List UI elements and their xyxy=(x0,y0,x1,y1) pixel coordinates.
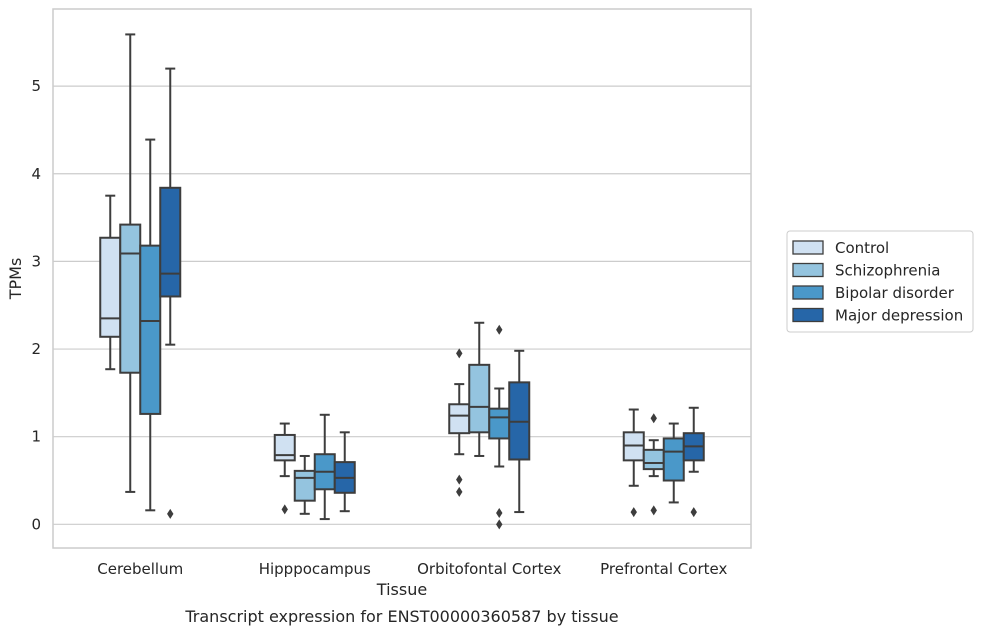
box-control xyxy=(99,194,122,371)
box-iqr xyxy=(159,186,182,298)
legend-label: Major depression xyxy=(835,307,963,325)
legend-frame xyxy=(786,230,974,333)
boxes xyxy=(99,33,705,530)
box-iqr xyxy=(662,437,685,482)
box-bipolar-disorder xyxy=(662,422,685,504)
plot-frame xyxy=(52,8,752,549)
chart-caption: Transcript expression for ENST0000036058… xyxy=(184,607,618,626)
outlier-point xyxy=(456,474,463,485)
x-tick-label: Prefrontal Cortex xyxy=(600,560,727,578)
outlier-point xyxy=(167,508,174,519)
box-schizophrenia xyxy=(642,413,665,516)
x-tick-label: Hipppocampus xyxy=(259,560,371,578)
outlier-point xyxy=(496,324,503,335)
box-iqr xyxy=(448,403,471,435)
box-schizophrenia xyxy=(468,321,491,457)
legend-swatch xyxy=(792,240,824,255)
outlier-point xyxy=(456,486,463,497)
y-tick-label: 2 xyxy=(31,340,41,358)
y-tick-label: 4 xyxy=(31,165,41,183)
box-major-depression xyxy=(508,349,531,514)
y-axis-label: TPMs xyxy=(6,258,25,301)
outlier-point xyxy=(650,413,657,424)
box-major-depression xyxy=(682,406,705,518)
box-iqr xyxy=(273,433,296,462)
box-major-depression xyxy=(159,67,182,519)
y-tick-labels: 0 1 2 3 4 5 xyxy=(31,77,41,533)
box-bipolar-disorder xyxy=(139,138,162,512)
box-control xyxy=(448,348,471,497)
box-iqr xyxy=(139,244,162,415)
outlier-point xyxy=(496,519,503,530)
box-major-depression xyxy=(333,431,356,513)
y-tick-label: 0 xyxy=(31,515,41,533)
y-tick-label: 3 xyxy=(31,252,41,270)
outlier-point xyxy=(650,505,657,516)
legend: Control Schizophrenia Bipolar disorder Majo… xyxy=(786,230,974,333)
outlier-point xyxy=(496,507,503,518)
legend-swatch xyxy=(792,285,824,300)
box-control xyxy=(273,422,296,515)
legend-label: Bipolar disorder xyxy=(835,284,955,302)
y-tick-label: 5 xyxy=(31,77,41,95)
outlier-point xyxy=(690,507,697,518)
box-bipolar-disorder xyxy=(488,324,511,530)
outlier-point xyxy=(456,348,463,359)
x-tick-label: Cerebellum xyxy=(97,560,183,578)
legend-label: Control xyxy=(835,239,889,257)
box-schizophrenia xyxy=(293,454,316,515)
legend-swatch xyxy=(792,262,824,278)
y-tick-label: 1 xyxy=(31,428,41,446)
x-tick-label: Orbitofontal Cortex xyxy=(417,560,561,578)
box-iqr xyxy=(99,236,122,338)
box-schizophrenia xyxy=(119,33,142,493)
box-iqr xyxy=(468,363,491,434)
x-tick-labels: Cerebellum Hipppocampus Orbitofontal Corte… xyxy=(97,560,727,578)
x-axis-label: Tissue xyxy=(376,580,427,599)
box-bipolar-disorder xyxy=(313,413,336,521)
box-control xyxy=(622,408,645,518)
box-iqr xyxy=(119,223,142,374)
box-iqr xyxy=(293,469,316,502)
outlier-point xyxy=(630,507,637,518)
outlier-point xyxy=(281,504,288,515)
legend-swatch xyxy=(792,307,824,323)
legend-label: Schizophrenia xyxy=(835,262,940,280)
box-iqr xyxy=(488,407,511,440)
box-iqr xyxy=(642,448,665,471)
